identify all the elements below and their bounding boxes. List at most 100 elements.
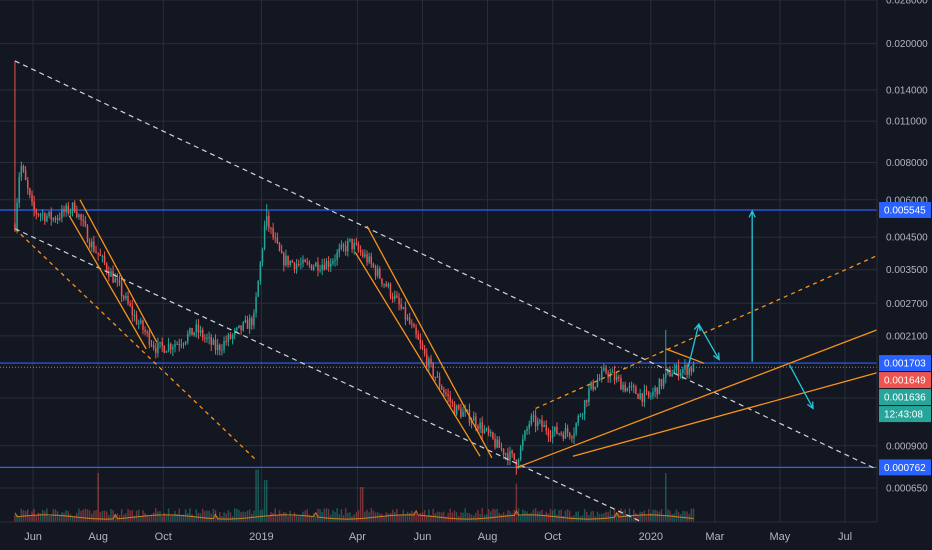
- candle-body: [295, 264, 298, 270]
- horizontal-levels[interactable]: [0, 209, 877, 468]
- volume-bar: [189, 508, 191, 522]
- volume-bar: [504, 514, 507, 522]
- candle-body: [52, 218, 55, 220]
- candle-body: [613, 371, 616, 381]
- candle-body: [201, 330, 204, 338]
- time-axis[interactable]: [0, 522, 932, 550]
- volume-bar: [135, 510, 138, 522]
- candle-body: [105, 263, 108, 272]
- volume-bar: [336, 508, 338, 522]
- candle-body: [413, 324, 415, 328]
- volume-bar: [545, 511, 548, 522]
- volume-bar: [671, 514, 673, 522]
- candle-body: [355, 242, 358, 245]
- candle-body: [231, 334, 234, 339]
- candle-body: [212, 339, 215, 345]
- volume-bar: [159, 511, 161, 522]
- volume-bar: [665, 473, 667, 522]
- volume-bar: [575, 511, 577, 522]
- trend-line[interactable]: [14, 60, 878, 470]
- candle-body: [492, 432, 494, 439]
- volume-bar: [679, 514, 682, 522]
- volume-bar: [558, 510, 560, 522]
- volume-bar: [176, 514, 178, 522]
- volume-bar: [498, 512, 501, 522]
- volume-bar: [370, 508, 373, 522]
- candle-body: [157, 343, 159, 353]
- projection-arrow-line[interactable]: [698, 323, 720, 360]
- volume-bar: [112, 510, 114, 522]
- volume-bar: [272, 512, 274, 522]
- candle-body: [577, 415, 580, 424]
- trend-line[interactable]: [79, 199, 158, 343]
- volume-bar: [39, 513, 42, 522]
- candle-body: [144, 329, 146, 332]
- volume-bar: [643, 510, 646, 522]
- candle-body: [464, 410, 466, 412]
- trend-line[interactable]: [572, 372, 878, 457]
- volume-bar: [692, 508, 695, 522]
- projection-arrows[interactable]: [687, 209, 814, 410]
- trend-lines[interactable]: [14, 60, 878, 537]
- volume-bar: [31, 511, 33, 522]
- volume-bar: [430, 515, 432, 522]
- candle-body: [519, 446, 522, 460]
- trend-line[interactable]: [535, 255, 878, 410]
- volume-bar: [615, 512, 618, 522]
- candle-body: [588, 388, 590, 403]
- volume-bar: [174, 511, 176, 522]
- candle-body: [163, 345, 166, 353]
- time-tick-label: Jul: [838, 531, 852, 543]
- volume-bar: [419, 513, 422, 522]
- volume-bar: [201, 508, 204, 522]
- candle-body: [189, 327, 191, 334]
- volume-bar: [519, 515, 522, 522]
- projection-arrow-head[interactable]: [806, 401, 814, 410]
- candle-body: [236, 327, 238, 331]
- volume-bar: [287, 516, 289, 522]
- candle-body: [571, 436, 573, 439]
- candle-body: [14, 223, 16, 231]
- candle-body: [216, 344, 219, 350]
- candle-body: [624, 384, 626, 392]
- volume-bar: [265, 480, 268, 522]
- candle-body: [26, 180, 29, 189]
- candle-body: [536, 421, 539, 427]
- volume-bar: [71, 515, 74, 522]
- projection-arrow-head[interactable]: [712, 352, 720, 361]
- time-tick-label: Jun: [24, 531, 42, 543]
- projection-arrow-line[interactable]: [687, 323, 700, 368]
- candle-body: [415, 327, 417, 335]
- candle-body: [630, 385, 633, 387]
- projection-arrow-head[interactable]: [748, 209, 756, 218]
- price-tick-label: 0.000650: [886, 483, 928, 494]
- candle-body: [600, 370, 603, 378]
- candle-body: [325, 260, 328, 270]
- volume-bar: [383, 516, 385, 522]
- volume-bar: [140, 516, 142, 522]
- trend-line[interactable]: [68, 215, 147, 350]
- trend-line[interactable]: [516, 329, 878, 469]
- price-badge-label: 0.001649: [884, 376, 926, 387]
- candle-body: [579, 415, 582, 417]
- volume-bar: [481, 508, 483, 522]
- candle-body: [426, 353, 428, 367]
- volume-bar: [84, 508, 87, 522]
- price-axis[interactable]: [877, 0, 932, 522]
- trend-line[interactable]: [665, 348, 705, 364]
- volume-bar: [29, 515, 31, 522]
- volume-bar: [257, 469, 259, 522]
- candle-body: [509, 450, 511, 461]
- candle-body: [184, 341, 187, 344]
- trend-line[interactable]: [366, 225, 493, 459]
- trend-line[interactable]: [354, 252, 481, 457]
- volume-bar: [494, 509, 496, 522]
- candle-body: [396, 295, 398, 298]
- trend-line[interactable]: [14, 228, 672, 537]
- candle-body: [379, 268, 381, 279]
- projection-arrow-line[interactable]: [788, 364, 814, 409]
- candle-body: [458, 405, 460, 409]
- volume-bar: [645, 515, 648, 522]
- volume-bar: [362, 487, 364, 522]
